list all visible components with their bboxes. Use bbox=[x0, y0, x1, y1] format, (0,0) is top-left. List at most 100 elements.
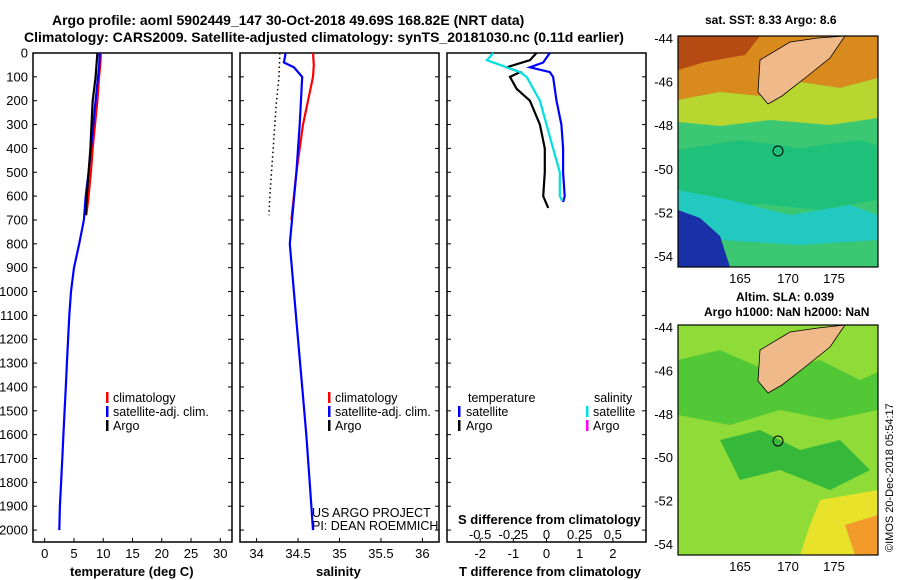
lat-tick-label: -52 bbox=[654, 205, 673, 220]
x-tick-label: 20 bbox=[155, 546, 169, 561]
legend-argo: Argo bbox=[113, 419, 139, 433]
depth-tick-label: 100 bbox=[6, 69, 28, 84]
depth-tick-label: 1300 bbox=[0, 356, 28, 371]
depth-tick-label: 1400 bbox=[0, 379, 28, 394]
title-line-1: Argo profile: aoml 5902449_147 30-Oct-20… bbox=[52, 12, 525, 28]
lon-tick-label: 175 bbox=[823, 271, 845, 286]
depth-tick-label: 1200 bbox=[0, 332, 28, 347]
top-tick-label: 0.25 bbox=[567, 527, 592, 542]
difference-xlabel: T difference from climatology bbox=[459, 564, 642, 579]
salinity-xlabel: salinity bbox=[316, 564, 362, 579]
lon-tick-label: 170 bbox=[777, 271, 799, 286]
depth-tick-label: 300 bbox=[6, 117, 28, 132]
x-tick-label: 15 bbox=[125, 546, 139, 561]
lon-tick-label: 175 bbox=[823, 559, 845, 574]
x-tick-label: 25 bbox=[184, 546, 198, 561]
legend-s-argo: Argo bbox=[593, 419, 619, 433]
legend-swatch-s-satellite bbox=[586, 406, 589, 417]
lat-tick-label: -44 bbox=[654, 320, 673, 335]
series-line bbox=[58, 52, 101, 531]
lat-tick-label: -48 bbox=[654, 407, 673, 422]
x-tick-label: 0 bbox=[543, 546, 550, 561]
lat-tick-label: -44 bbox=[654, 31, 673, 46]
x-tick-label: 34.5 bbox=[285, 546, 310, 561]
sst-map-title: sat. SST: 8.33 Argo: 8.6 bbox=[705, 13, 837, 27]
legend-swatch-climatology bbox=[328, 392, 331, 403]
x-tick-label: 35 bbox=[332, 546, 346, 561]
depth-tick-label: 1800 bbox=[0, 475, 28, 490]
salinity-axes bbox=[239, 52, 440, 543]
series-line bbox=[526, 52, 566, 203]
lat-tick-label: -52 bbox=[654, 494, 673, 509]
sla-map-title-1: Altim. SLA: 0.039 bbox=[736, 290, 834, 304]
top-tick-label: -0.5 bbox=[469, 527, 491, 542]
lon-tick-label: 165 bbox=[729, 271, 751, 286]
legend-salinity-header: salinity bbox=[594, 391, 633, 405]
depth-tick-label: 0 bbox=[21, 46, 28, 61]
project-note: US ARGO PROJECT bbox=[312, 506, 431, 520]
x-tick-label: 30 bbox=[213, 546, 227, 561]
x-tick-label: 2 bbox=[609, 546, 616, 561]
series-line bbox=[484, 52, 564, 202]
sla-map bbox=[677, 324, 879, 556]
series-line bbox=[503, 52, 550, 209]
legend-t-argo: Argo bbox=[466, 419, 492, 433]
top-tick-label: 0 bbox=[543, 527, 550, 542]
lat-tick-label: -50 bbox=[654, 162, 673, 177]
lat-tick-label: -54 bbox=[654, 249, 673, 264]
series-line bbox=[84, 52, 99, 216]
x-tick-label: -1 bbox=[508, 546, 520, 561]
depth-tick-label: 700 bbox=[6, 212, 28, 227]
legend-swatch-t-satellite bbox=[458, 406, 461, 417]
lat-tick-label: -54 bbox=[654, 537, 673, 552]
pi-note: PI: DEAN ROEMMICH bbox=[312, 519, 438, 533]
legend-temperature-header: temperature bbox=[468, 391, 535, 405]
x-tick-label: 5 bbox=[70, 546, 77, 561]
lat-tick-label: -46 bbox=[654, 363, 673, 378]
depth-tick-label: 1100 bbox=[0, 308, 28, 323]
series-line bbox=[282, 52, 315, 531]
x-tick-label: -2 bbox=[474, 546, 486, 561]
x-tick-label: 1 bbox=[576, 546, 583, 561]
lat-tick-label: -46 bbox=[654, 75, 673, 90]
depth-tick-label: 900 bbox=[6, 260, 28, 275]
legend-swatch-climatology bbox=[106, 392, 109, 403]
x-tick-label: 34 bbox=[249, 546, 263, 561]
x-tick-label: 35.5 bbox=[368, 546, 393, 561]
lat-tick-label: -48 bbox=[654, 118, 673, 133]
legend-climatology: climatology bbox=[113, 391, 176, 405]
x-tick-label: 0 bbox=[41, 546, 48, 561]
x-tick-label: 10 bbox=[96, 546, 110, 561]
legend-t-satellite: satellite bbox=[466, 405, 508, 419]
credit-stamp: ©IMOS 20-Dec-2018 05:54:17 bbox=[884, 403, 896, 552]
lat-tick-label: -50 bbox=[654, 450, 673, 465]
depth-tick-label: 400 bbox=[6, 141, 28, 156]
legend-satellite: satellite-adj. clim. bbox=[335, 405, 431, 419]
top-tick-label: -0.25 bbox=[499, 527, 529, 542]
depth-tick-label: 1900 bbox=[0, 499, 28, 514]
depth-tick-label: 1500 bbox=[0, 403, 28, 418]
depth-tick-label: 1600 bbox=[0, 427, 28, 442]
depth-tick-label: 800 bbox=[6, 236, 28, 251]
difference-top-xlabel: S difference from climatology bbox=[458, 512, 642, 527]
series-line bbox=[268, 52, 281, 216]
title-line-2: Climatology: CARS2009. Satellite-adjuste… bbox=[24, 29, 624, 45]
sst-map bbox=[677, 35, 879, 268]
legend-swatch-satellite bbox=[328, 406, 331, 417]
legend-swatch-t-argo bbox=[458, 420, 461, 431]
legend-climatology: climatology bbox=[335, 391, 398, 405]
depth-tick-label: 2000 bbox=[0, 523, 28, 538]
depth-tick-label: 1000 bbox=[0, 284, 28, 299]
legend-swatch-satellite bbox=[106, 406, 109, 417]
depth-tick-label: 1700 bbox=[0, 451, 28, 466]
legend-s-satellite: satellite bbox=[593, 405, 635, 419]
sla-map-title-2: Argo h1000: NaN h2000: NaN bbox=[704, 305, 869, 319]
depth-tick-label: 600 bbox=[6, 189, 28, 204]
legend-satellite: satellite-adj. clim. bbox=[113, 405, 209, 419]
top-tick-label: 0.5 bbox=[604, 527, 622, 542]
legend-swatch-argo bbox=[106, 420, 109, 431]
depth-tick-label: 500 bbox=[6, 165, 28, 180]
legend-swatch-argo bbox=[328, 420, 331, 431]
legend-swatch-s-argo bbox=[586, 420, 589, 431]
legend-argo: Argo bbox=[335, 419, 361, 433]
